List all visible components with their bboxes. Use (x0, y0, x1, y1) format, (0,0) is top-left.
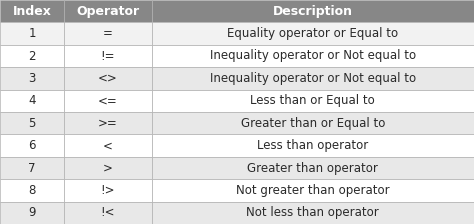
Bar (64, 45, 152, 67)
Bar (64, 67, 152, 90)
Text: 5: 5 (28, 117, 36, 130)
Bar (152, 157, 474, 179)
Text: Not greater than operator: Not greater than operator (236, 184, 390, 197)
Text: Description: Description (273, 5, 353, 18)
Text: Index: Index (12, 5, 52, 18)
Text: 3: 3 (28, 72, 36, 85)
Bar (64, 90, 152, 112)
Bar (64, 134, 152, 157)
Text: !<: !< (100, 206, 115, 219)
Text: 4: 4 (28, 94, 36, 107)
Bar (0, 112, 64, 134)
Bar (152, 45, 474, 67)
Bar (152, 90, 474, 112)
Bar (64, 22, 152, 45)
Text: Inequality operator or Not equal to: Inequality operator or Not equal to (210, 72, 416, 85)
Text: Less than or Equal to: Less than or Equal to (250, 94, 375, 107)
Text: Less than operator: Less than operator (257, 139, 368, 152)
Text: 7: 7 (28, 162, 36, 174)
Bar (64, 112, 152, 134)
Bar (152, 67, 474, 90)
Text: 8: 8 (28, 184, 36, 197)
Bar (152, 22, 474, 45)
Bar (152, 0, 474, 22)
Text: Equality operator or Equal to: Equality operator or Equal to (227, 27, 399, 40)
Text: !>: !> (100, 184, 115, 197)
Bar (152, 202, 474, 224)
Text: =: = (103, 27, 113, 40)
Text: >=: >= (98, 117, 118, 130)
Text: 9: 9 (28, 206, 36, 219)
Text: Operator: Operator (76, 5, 139, 18)
Text: Not less than operator: Not less than operator (246, 206, 379, 219)
Text: Inequality operator or Not equal to: Inequality operator or Not equal to (210, 50, 416, 62)
Text: !=: != (100, 50, 115, 62)
Text: Greater than or Equal to: Greater than or Equal to (241, 117, 385, 130)
Text: <=: <= (98, 94, 118, 107)
Text: <>: <> (98, 72, 118, 85)
Bar (0, 67, 64, 90)
Bar (0, 179, 64, 202)
Bar (0, 134, 64, 157)
Bar (0, 0, 64, 22)
Bar (152, 112, 474, 134)
Bar (64, 0, 152, 22)
Bar (64, 157, 152, 179)
Bar (0, 90, 64, 112)
Text: Greater than operator: Greater than operator (247, 162, 378, 174)
Bar (64, 202, 152, 224)
Bar (152, 134, 474, 157)
Bar (0, 22, 64, 45)
Text: 6: 6 (28, 139, 36, 152)
Bar (0, 202, 64, 224)
Text: 2: 2 (28, 50, 36, 62)
Text: >: > (103, 162, 113, 174)
Text: 1: 1 (28, 27, 36, 40)
Bar (152, 179, 474, 202)
Bar (64, 179, 152, 202)
Bar (0, 157, 64, 179)
Bar (0, 45, 64, 67)
Text: <: < (103, 139, 113, 152)
